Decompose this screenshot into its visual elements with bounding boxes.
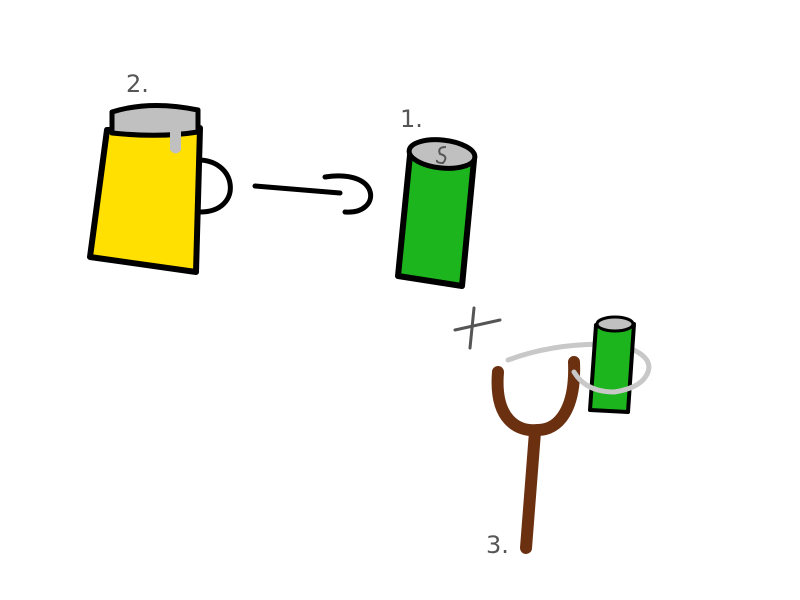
- soda-can-label: 1.: [400, 105, 423, 133]
- small-can-icon: [588, 315, 636, 414]
- arrow-right-icon: [252, 173, 374, 215]
- slingshot-label: 3.: [486, 531, 509, 559]
- plus-sign: [453, 306, 502, 350]
- beer-mug-label: 2.: [126, 70, 149, 98]
- beer-mug-icon: [87, 103, 233, 275]
- slingshot-band-front: [571, 369, 651, 395]
- soda-can-icon: [395, 137, 478, 289]
- slingshot-icon: [491, 356, 581, 554]
